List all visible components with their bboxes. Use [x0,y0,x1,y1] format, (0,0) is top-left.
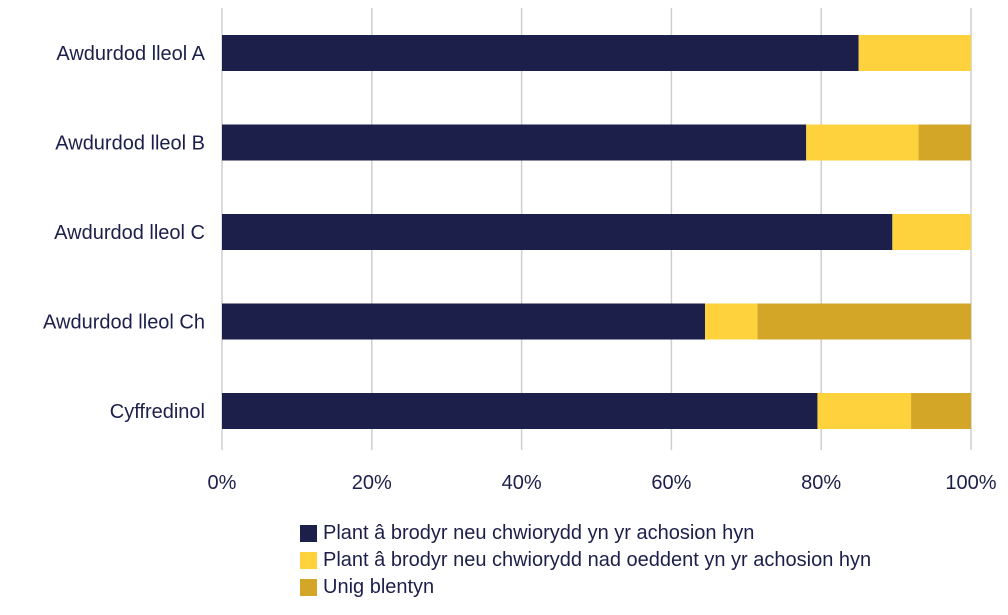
bar-segment [222,214,893,250]
bar-segment [222,124,807,161]
bar-segment [222,35,859,71]
bars [222,35,971,429]
legend: Plant â brodyr neu chwiorydd yn yr achos… [300,520,871,601]
bar-segment [222,303,706,340]
category-label: Awdurdod lleol Ch [43,312,205,334]
x-tick-label: 40% [502,472,542,494]
legend-label: Plant â brodyr neu chwiorydd nad oeddent… [323,549,872,571]
bar-segment [705,303,758,340]
x-tick-labels: 0% 20% 40% 60% 80% 100% [208,472,997,494]
bar-segment [858,35,971,71]
x-tick-label: 60% [651,472,691,494]
legend-label: Plant â brodyr neu chwiorydd yn yr achos… [323,522,755,544]
stacked-bar-chart: Awdurdod lleol A Awdurdod lleol B Awdurdod… [43,8,997,494]
category-label: Awdurdod lleol A [56,43,205,65]
legend-item: Plant â brodyr neu chwiorydd nad oeddent… [300,547,871,574]
category-label: Awdurdod lleol C [54,222,205,244]
legend-item: Unig blentyn [300,574,871,601]
legend-item: Plant â brodyr neu chwiorydd yn yr achos… [300,520,871,547]
bar-segment [222,393,818,429]
category-label: Cyffredinol [110,401,205,423]
legend-swatch [300,579,317,596]
legend-swatch [300,552,317,569]
bar-segment [806,124,919,161]
bar-segment [892,214,971,250]
x-tick-label: 0% [208,472,237,494]
category-label: Awdurdod lleol B [55,133,205,155]
x-tick-label: 80% [801,472,841,494]
bar-segment [757,303,971,340]
legend-swatch [300,525,317,542]
category-labels: Awdurdod lleol A Awdurdod lleol B Awdurdod… [43,43,206,423]
x-tick-label: 20% [352,472,392,494]
bar-segment [918,124,971,161]
bar-segment [911,393,971,429]
x-tick-label: 100% [945,472,996,494]
legend-label: Unig blentyn [323,576,435,598]
bar-segment [817,393,912,429]
